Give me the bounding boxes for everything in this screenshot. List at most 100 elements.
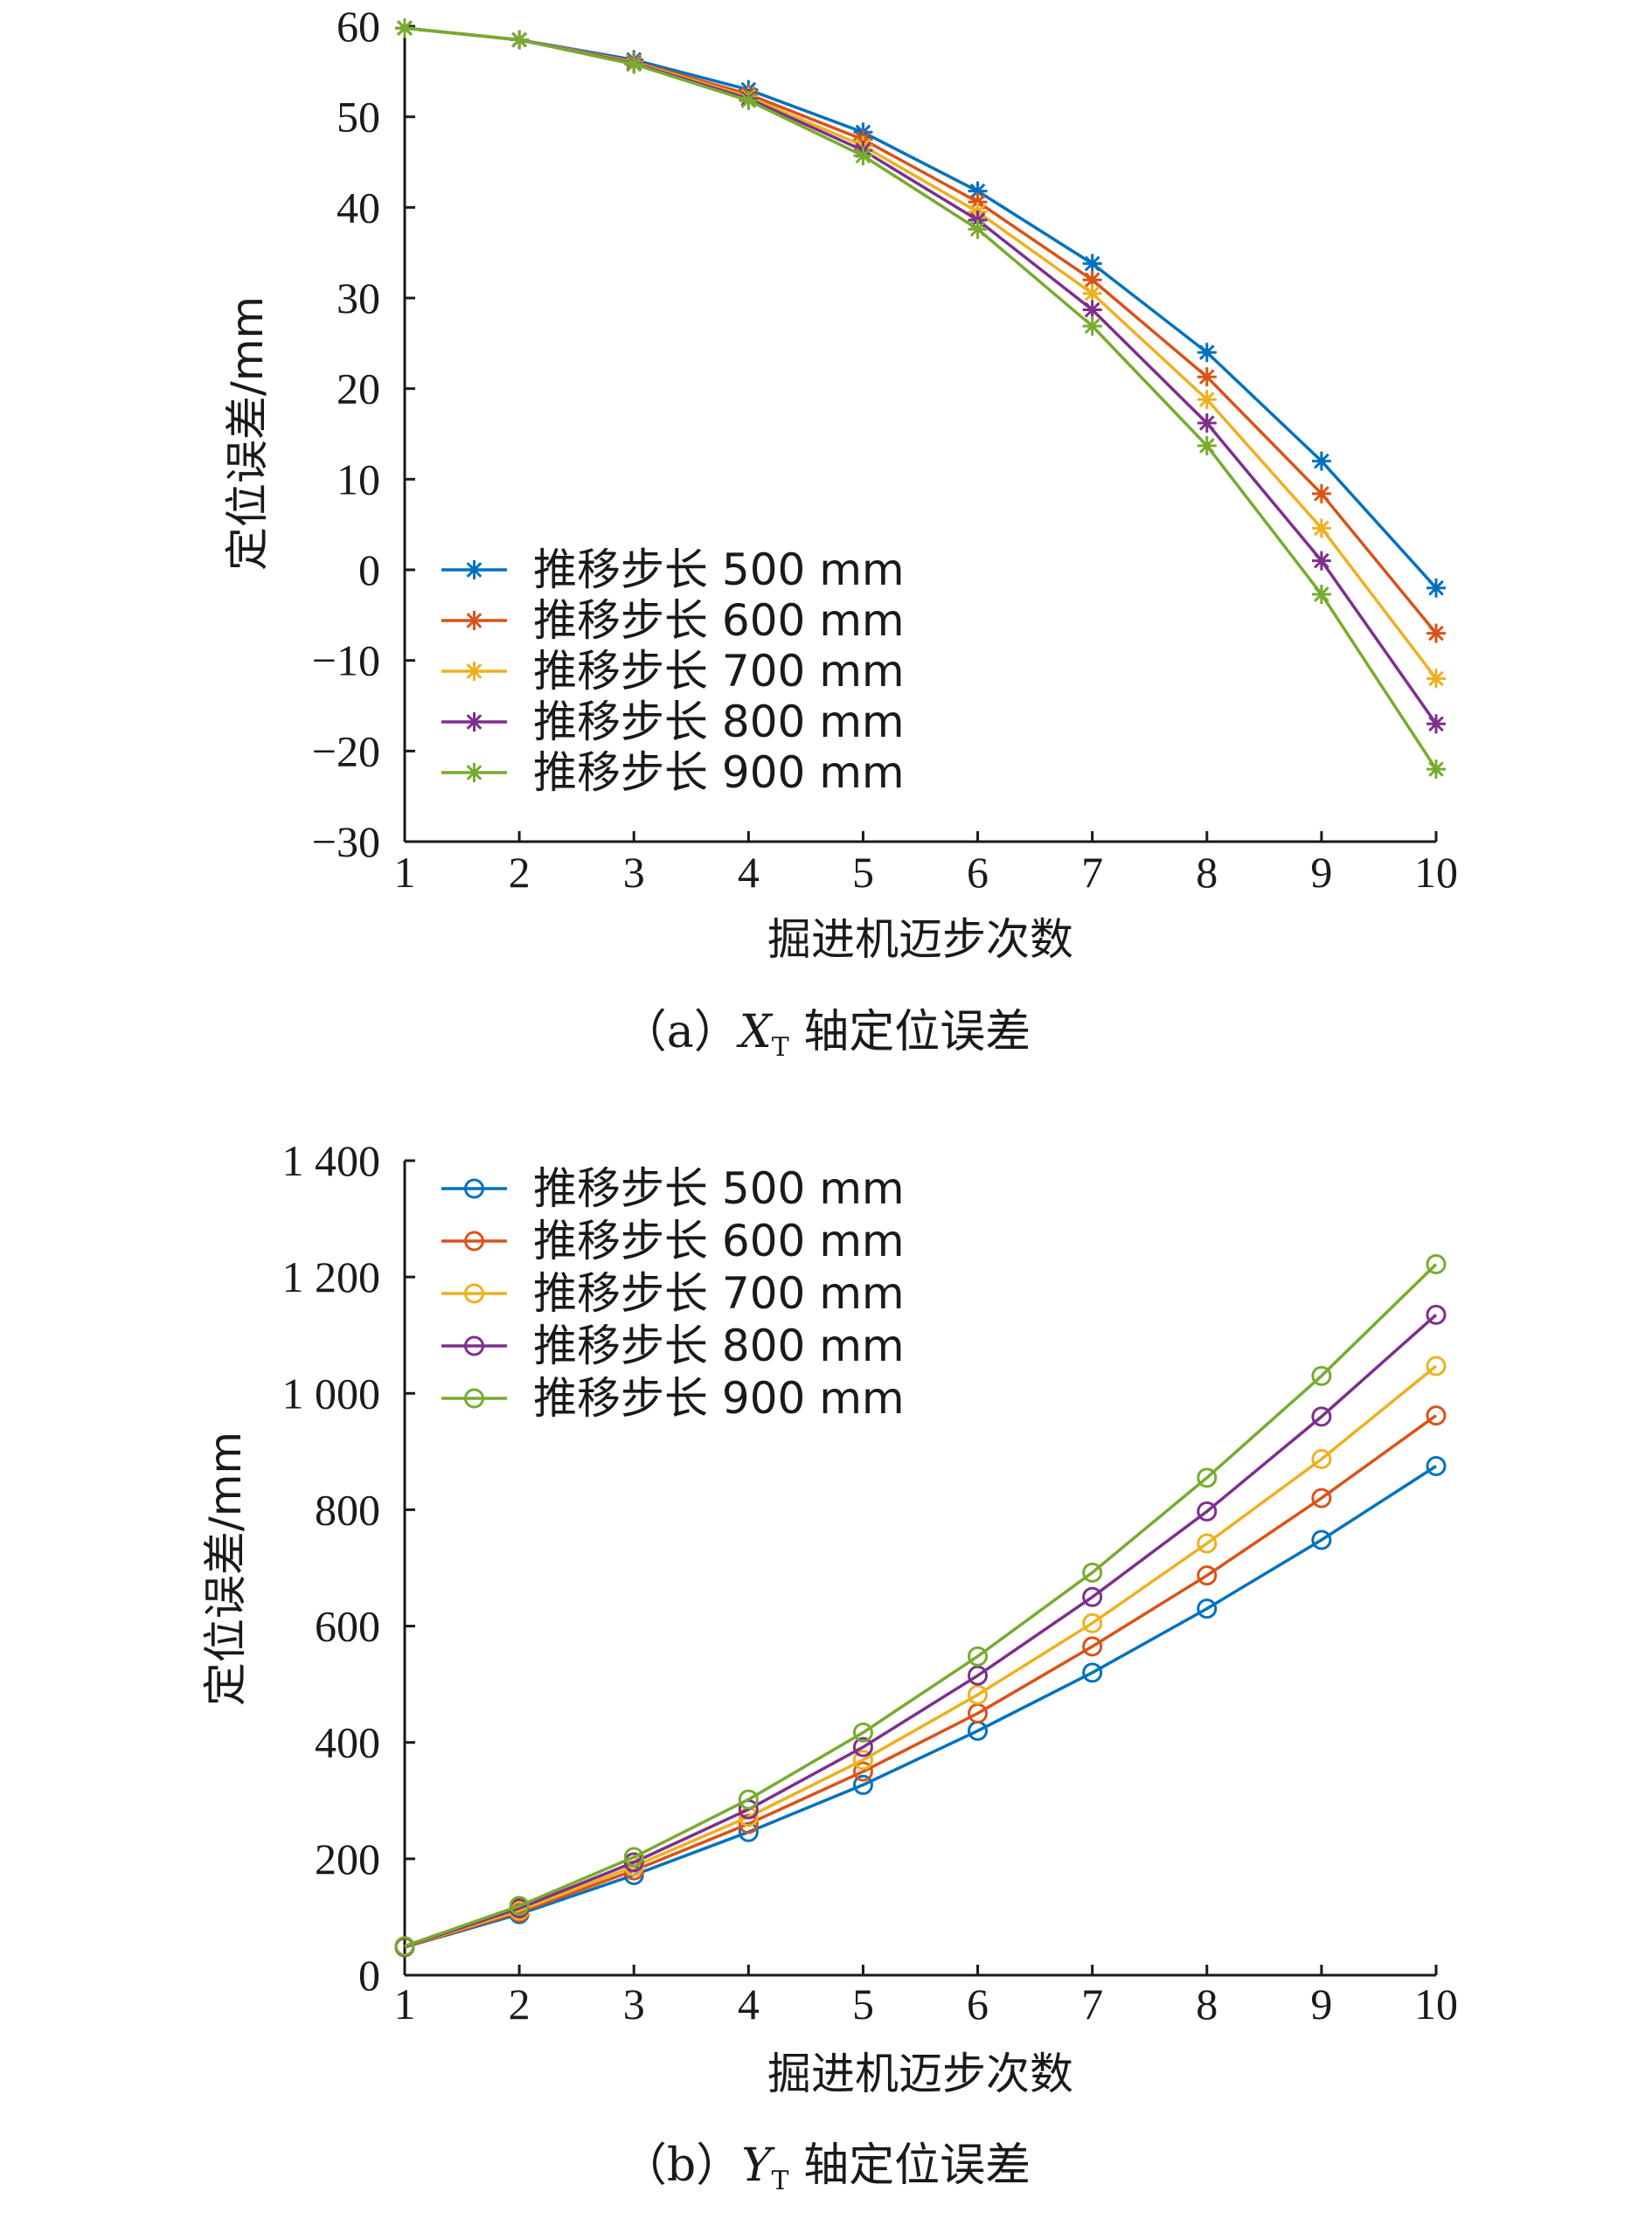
data-point bbox=[1426, 1253, 1447, 1274]
data-point bbox=[1426, 714, 1446, 734]
legend-label: 推移步长 800 mm bbox=[533, 1321, 905, 1371]
data-point bbox=[738, 1789, 759, 1810]
y-axis-label: 定位误差/mm bbox=[222, 296, 273, 571]
data-point bbox=[1311, 1365, 1332, 1386]
data-point bbox=[968, 192, 988, 212]
y-tick-label: 1 400 bbox=[282, 1136, 381, 1185]
series-line bbox=[404, 1314, 1438, 1949]
y-axis-label: 定位误差/mm bbox=[200, 1432, 251, 1706]
x-tick-label: 4 bbox=[738, 1980, 760, 2028]
data-point bbox=[1082, 270, 1102, 290]
legend-label: 推移步长 800 mm bbox=[533, 697, 905, 747]
data-point bbox=[1311, 451, 1331, 471]
legend-marker bbox=[464, 1231, 484, 1252]
x-tick-label: 5 bbox=[852, 848, 874, 897]
data-point bbox=[509, 1896, 530, 1917]
y-tick-label: −20 bbox=[312, 726, 380, 775]
data-point bbox=[968, 1684, 989, 1705]
data-point bbox=[852, 1722, 873, 1743]
x-tick-label: 6 bbox=[967, 848, 989, 897]
data-point bbox=[1311, 584, 1331, 604]
legend-marker bbox=[464, 763, 484, 782]
legend-marker bbox=[464, 712, 484, 732]
x-tick-label: 3 bbox=[623, 848, 645, 897]
series-5 bbox=[394, 1253, 1447, 1957]
x-tick-label: 2 bbox=[509, 1980, 531, 2028]
legend-marker bbox=[464, 1335, 484, 1356]
data-point bbox=[1426, 578, 1446, 598]
data-point bbox=[852, 1774, 873, 1795]
data-point bbox=[1311, 1488, 1332, 1508]
data-point bbox=[1426, 669, 1446, 689]
y-tick-label: 40 bbox=[337, 183, 380, 232]
legend-label: 推移步长 600 mm bbox=[533, 1216, 905, 1266]
data-point bbox=[1311, 1529, 1332, 1550]
x-axis-label: 掘进机迈步次数 bbox=[767, 2049, 1073, 2099]
data-point bbox=[1197, 1565, 1218, 1586]
data-point bbox=[395, 18, 414, 38]
y-tick-label: 0 bbox=[358, 1951, 380, 2000]
x-tick-label: 4 bbox=[738, 848, 760, 897]
x-tick-label: 7 bbox=[1081, 1980, 1103, 2028]
legend-label: 推移步长 700 mm bbox=[533, 1268, 905, 1319]
figure-caption: （b）YT 轴定位误差 bbox=[621, 2139, 1031, 2196]
data-point bbox=[394, 1936, 415, 1957]
legend-marker bbox=[464, 662, 484, 681]
data-point bbox=[1426, 1356, 1447, 1377]
data-point bbox=[1197, 367, 1217, 387]
series-line bbox=[404, 1465, 1437, 1949]
x-tick-label: 10 bbox=[1414, 1980, 1458, 2028]
data-point bbox=[1426, 1405, 1447, 1426]
data-point bbox=[1082, 1662, 1103, 1683]
y-tick-label: 800 bbox=[315, 1485, 380, 1534]
data-point bbox=[1082, 1612, 1103, 1633]
series-3 bbox=[394, 1356, 1447, 1957]
x-tick-label: 5 bbox=[852, 1980, 874, 2028]
data-point bbox=[1311, 551, 1331, 571]
y-tick-label: 200 bbox=[315, 1834, 380, 1883]
y-tick-label: 0 bbox=[358, 545, 380, 594]
y-tick-label: −10 bbox=[312, 636, 380, 685]
data-point bbox=[853, 146, 873, 166]
y-tick-label: 30 bbox=[337, 274, 380, 322]
chart-a: 1 2 3 4 5 6 7 8 9 10 −30 −20 −10 0 10 20 30 40 50 60 推移步长 50… bbox=[222, 2, 1458, 1063]
x-axis-label: 掘进机迈步次数 bbox=[767, 914, 1073, 965]
data-point bbox=[1197, 435, 1217, 455]
data-point bbox=[510, 30, 530, 50]
x-tick-label: 6 bbox=[967, 1980, 989, 2028]
x-tick-label: 3 bbox=[623, 1980, 645, 2028]
data-point bbox=[1082, 300, 1102, 320]
data-point bbox=[738, 1813, 759, 1834]
legend-marker bbox=[464, 611, 484, 630]
series-line bbox=[404, 26, 1438, 771]
data-point bbox=[1311, 1406, 1332, 1427]
data-point bbox=[968, 181, 988, 201]
x-tick-label: 7 bbox=[1081, 848, 1103, 897]
series-1 bbox=[394, 1456, 1447, 1958]
data-point bbox=[1197, 343, 1217, 363]
legend-label: 推移步长 900 mm bbox=[533, 747, 905, 798]
data-point bbox=[1197, 1467, 1218, 1488]
data-point bbox=[1197, 390, 1217, 410]
data-point bbox=[852, 1737, 873, 1758]
data-point bbox=[1082, 283, 1102, 303]
series-line bbox=[404, 1414, 1438, 1949]
data-point bbox=[1197, 1501, 1218, 1522]
x-tick-label: 9 bbox=[1310, 1980, 1332, 2028]
x-tick-label: 9 bbox=[1310, 848, 1332, 897]
legend-label: 推移步长 700 mm bbox=[533, 646, 905, 697]
legend-label: 推移步长 500 mm bbox=[533, 544, 905, 595]
legend-label: 推移步长 900 mm bbox=[533, 1373, 905, 1424]
data-point bbox=[852, 1761, 873, 1782]
legend-marker bbox=[464, 1388, 484, 1409]
legend-marker bbox=[464, 1178, 484, 1199]
data-point bbox=[1311, 518, 1331, 538]
figure-caption: （a）XT 轴定位误差 bbox=[621, 1006, 1031, 1063]
data-point bbox=[624, 54, 644, 74]
data-point bbox=[1082, 316, 1102, 336]
y-tick-label: 50 bbox=[337, 93, 380, 142]
data-point bbox=[968, 1665, 989, 1686]
y-tick-label: 1 200 bbox=[282, 1252, 381, 1301]
x-tick-label: 1 bbox=[394, 1980, 416, 2028]
data-point bbox=[1426, 1304, 1447, 1325]
